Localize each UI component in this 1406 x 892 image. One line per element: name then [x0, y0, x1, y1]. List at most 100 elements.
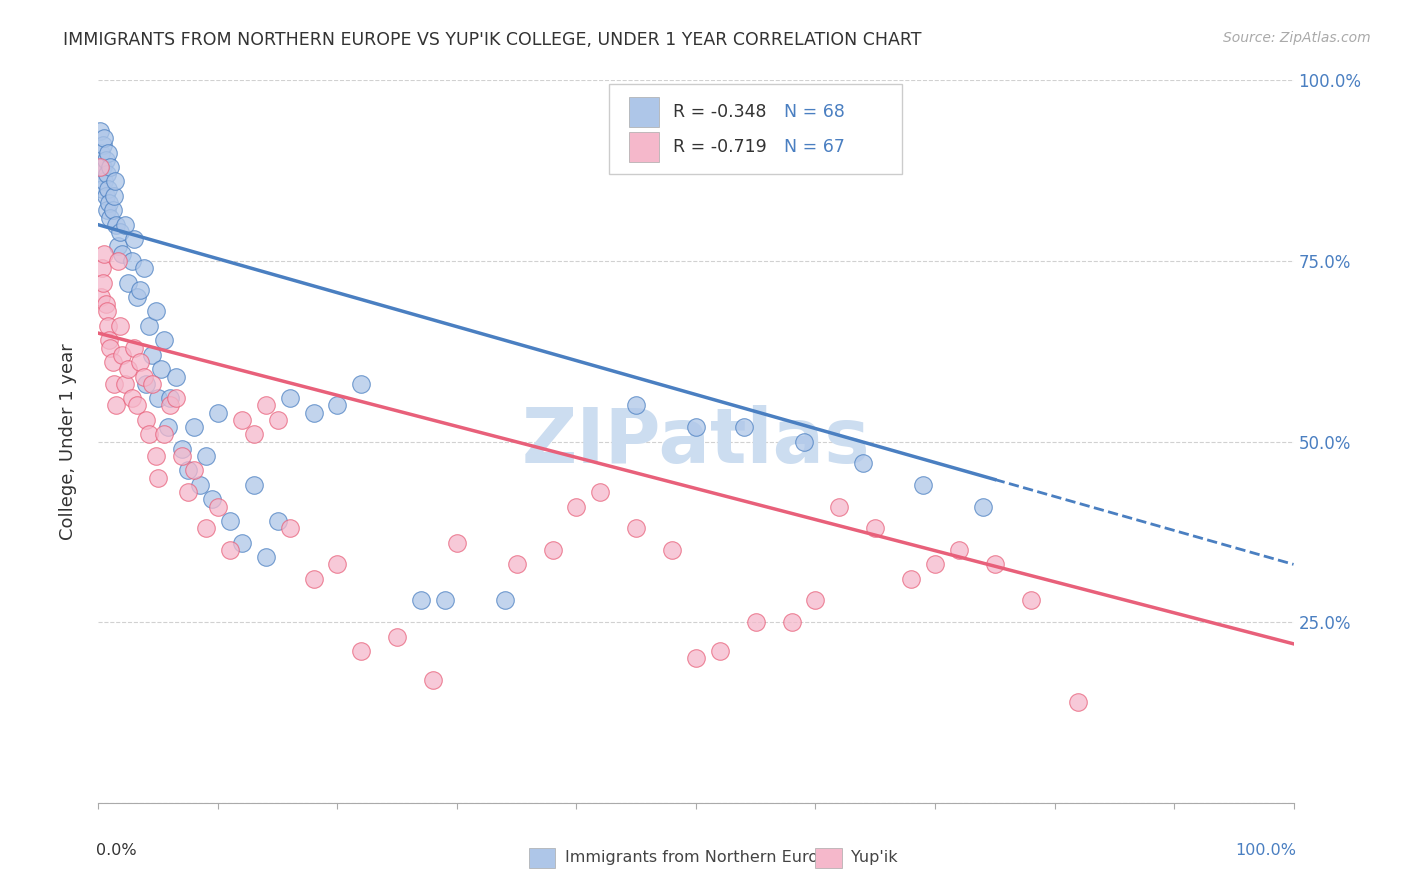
- Point: [93, 131, 115, 145]
- Point: [124, 232, 146, 246]
- Point: [153, 334, 176, 348]
- Point: [350, 644, 373, 658]
- Point: [98, 196, 121, 211]
- Point: [108, 318, 131, 333]
- Text: 0.0%: 0.0%: [96, 843, 136, 857]
- Point: [278, 521, 301, 535]
- Point: [302, 406, 325, 420]
- Point: [865, 521, 887, 535]
- Point: [411, 593, 433, 607]
- Point: [267, 514, 290, 528]
- Point: [111, 246, 134, 260]
- Point: [195, 449, 218, 463]
- Point: [828, 500, 851, 514]
- Point: [98, 334, 121, 348]
- Point: [105, 218, 128, 232]
- Point: [114, 376, 136, 391]
- Point: [434, 593, 457, 607]
- Text: N = 67: N = 67: [785, 137, 845, 156]
- Point: [96, 203, 118, 218]
- Point: [94, 153, 117, 167]
- Point: [733, 420, 755, 434]
- Text: Immigrants from Northern Europe: Immigrants from Northern Europe: [565, 850, 838, 865]
- Point: [141, 376, 163, 391]
- Point: [94, 297, 117, 311]
- Point: [129, 355, 152, 369]
- Point: [793, 434, 815, 449]
- Point: [103, 376, 125, 391]
- Point: [98, 211, 122, 225]
- Point: [117, 362, 139, 376]
- Point: [93, 174, 115, 188]
- Point: [172, 442, 194, 456]
- Point: [96, 304, 118, 318]
- Point: [101, 355, 124, 369]
- Point: [91, 276, 114, 290]
- Point: [91, 182, 114, 196]
- Point: [107, 253, 129, 268]
- Point: [156, 420, 179, 434]
- Point: [201, 492, 224, 507]
- Point: [132, 369, 155, 384]
- Point: [104, 174, 127, 188]
- Point: [117, 276, 139, 290]
- Point: [145, 304, 167, 318]
- Point: [98, 160, 122, 174]
- Point: [661, 542, 683, 557]
- Point: [207, 406, 229, 420]
- Point: [148, 391, 170, 405]
- Point: [103, 189, 125, 203]
- Point: [385, 630, 409, 644]
- Point: [96, 167, 118, 181]
- Point: [911, 478, 934, 492]
- Point: [326, 558, 349, 572]
- Point: [89, 160, 111, 174]
- Point: [121, 391, 143, 405]
- Text: N = 68: N = 68: [785, 103, 845, 121]
- Text: 100.0%: 100.0%: [1234, 843, 1296, 857]
- Point: [125, 398, 148, 412]
- Point: [326, 398, 349, 412]
- Point: [924, 558, 946, 572]
- Point: [685, 420, 707, 434]
- Point: [107, 239, 129, 253]
- Point: [90, 290, 112, 304]
- Point: [948, 542, 970, 557]
- Point: [219, 514, 242, 528]
- Point: [149, 362, 172, 376]
- Point: [90, 167, 112, 181]
- Point: [1067, 695, 1090, 709]
- Point: [124, 341, 146, 355]
- Point: [114, 218, 136, 232]
- Point: [1019, 593, 1042, 607]
- Bar: [628, 132, 659, 162]
- Point: [97, 145, 120, 160]
- FancyBboxPatch shape: [609, 84, 901, 174]
- Point: [709, 644, 731, 658]
- Point: [145, 449, 167, 463]
- Point: [141, 348, 163, 362]
- Point: [972, 500, 994, 514]
- Point: [91, 160, 114, 174]
- Point: [93, 246, 115, 260]
- Point: [183, 463, 205, 477]
- Point: [89, 124, 111, 138]
- Point: [494, 593, 516, 607]
- Point: [780, 615, 803, 630]
- Point: [138, 318, 160, 333]
- Point: [97, 182, 120, 196]
- Point: [231, 535, 253, 549]
- Point: [108, 225, 131, 239]
- Point: [207, 500, 229, 514]
- Text: IMMIGRANTS FROM NORTHERN EUROPE VS YUP'IK COLLEGE, UNDER 1 YEAR CORRELATION CHAR: IMMIGRANTS FROM NORTHERN EUROPE VS YUP'I…: [63, 31, 922, 49]
- Point: [148, 470, 170, 484]
- Point: [91, 138, 114, 153]
- Text: R = -0.719: R = -0.719: [673, 137, 768, 156]
- Point: [231, 413, 253, 427]
- Point: [254, 398, 277, 412]
- Point: [159, 398, 181, 412]
- Text: ZIPatlas: ZIPatlas: [522, 405, 870, 478]
- Point: [159, 391, 181, 405]
- Point: [984, 558, 1007, 572]
- Point: [101, 203, 124, 218]
